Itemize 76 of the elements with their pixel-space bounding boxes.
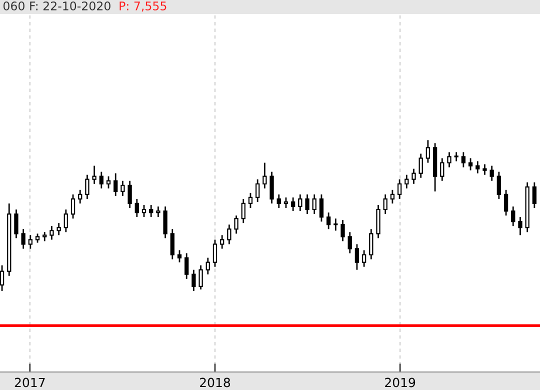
candlestick	[354, 243, 360, 271]
candlestick	[390, 189, 395, 204]
candlestick	[21, 228, 26, 250]
candlestick	[426, 139, 430, 164]
candlestick	[262, 162, 267, 190]
candlestick	[461, 152, 466, 168]
candlestick	[256, 178, 260, 203]
text: 060 F: 22-10-2020	[3, 1, 110, 10]
candlestick	[298, 194, 302, 212]
candlestick	[496, 171, 502, 200]
candlestick	[482, 164, 487, 176]
candlestick	[14, 208, 18, 239]
candlestick	[184, 252, 189, 280]
candlestick	[348, 231, 352, 254]
candlestick	[362, 250, 366, 268]
candlestick	[454, 152, 458, 162]
candlestick	[276, 194, 281, 209]
candlestick	[212, 238, 218, 268]
candlestick	[170, 228, 174, 260]
candlestick	[490, 165, 494, 182]
candlestick	[319, 194, 324, 222]
candlestick	[35, 232, 40, 244]
candlestick	[64, 208, 68, 233]
candlestick	[290, 196, 296, 212]
candlestick	[404, 174, 409, 190]
candlestick	[70, 194, 76, 220]
candlestick	[418, 153, 423, 179]
candlestick	[397, 178, 402, 200]
candlestick	[142, 204, 146, 218]
candlestick	[114, 172, 118, 197]
candlestick	[99, 171, 104, 190]
candlestick	[50, 225, 54, 240]
candlestick	[241, 198, 246, 224]
candlestick	[312, 194, 316, 215]
candlestick	[177, 250, 182, 263]
candlestick	[42, 231, 47, 242]
candlestick	[56, 222, 61, 236]
candlestick	[206, 257, 210, 276]
candlestick	[128, 180, 132, 209]
candlestick	[85, 174, 90, 200]
candlestick	[532, 182, 536, 209]
candlestick	[511, 206, 516, 227]
x-tick-label: 2018	[200, 378, 230, 388]
candlestick	[305, 194, 310, 215]
candlestick	[334, 218, 338, 232]
candlestick	[369, 228, 374, 260]
x-tick-label: 2017	[14, 378, 45, 388]
candlestick	[340, 219, 345, 242]
candlestick	[383, 194, 388, 215]
candlestick	[440, 158, 444, 182]
candlestick	[476, 160, 480, 174]
candlestick	[163, 206, 168, 239]
candlestick	[156, 206, 160, 218]
candlestick	[518, 216, 522, 236]
candlestick	[270, 171, 274, 204]
candlestick	[468, 158, 473, 171]
candlestick	[92, 165, 96, 185]
text: P: 7,555	[120, 2, 166, 12]
candlestick	[192, 269, 196, 292]
candlestick	[447, 152, 452, 168]
candlestick	[227, 224, 232, 245]
candlestick	[28, 234, 32, 250]
candlestick	[134, 198, 139, 218]
x-tick-label: 2019	[385, 378, 416, 388]
candlestick	[120, 180, 125, 197]
candlestick	[106, 176, 111, 190]
candlestick	[149, 204, 154, 218]
candlestick	[504, 189, 508, 216]
candlestick	[198, 264, 203, 290]
candlestick	[412, 168, 416, 185]
candlestick	[234, 214, 238, 234]
candlestick	[78, 189, 82, 204]
candlestick	[326, 212, 331, 230]
candlestick	[284, 196, 288, 209]
candlestick	[220, 234, 224, 250]
candlestick	[248, 192, 253, 209]
